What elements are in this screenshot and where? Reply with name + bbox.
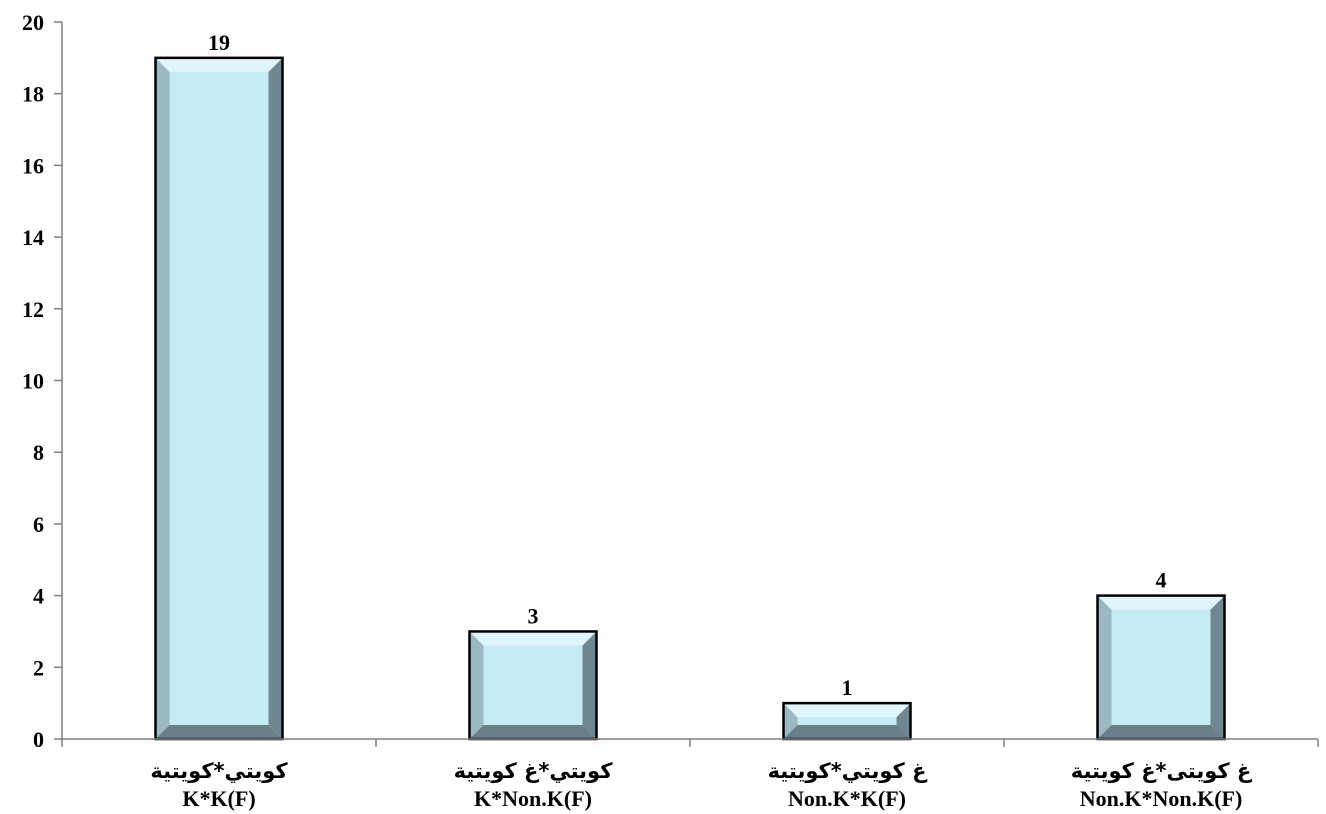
- y-tick-label: 0: [33, 727, 44, 752]
- bar-bevel-top: [155, 57, 283, 72]
- x-category-label-arabic: غ كويتي*كويتية: [768, 759, 929, 783]
- y-tick-label: 4: [33, 584, 44, 609]
- bar: [782, 701, 912, 741]
- y-tick-label: 14: [22, 225, 44, 250]
- y-tick-label: 6: [33, 512, 44, 537]
- bar-bevel-right: [1210, 595, 1225, 739]
- x-category-label-arabic: كويتي*كويتية: [150, 759, 288, 783]
- x-category-label-english: Non.K*K(F): [788, 786, 906, 811]
- bar-face: [1097, 595, 1225, 739]
- bar-bevel-right: [896, 703, 911, 739]
- bar-bevel-left: [469, 631, 484, 739]
- bar-bevel-top: [783, 703, 911, 718]
- bar-value-label: 4: [1156, 568, 1167, 593]
- y-tick-label: 12: [22, 297, 44, 322]
- y-tick-label: 2: [33, 655, 44, 680]
- bar-bevel-left: [783, 703, 798, 739]
- bar-bevel-left: [155, 57, 170, 740]
- bar-face: [155, 57, 283, 740]
- bar-bevel-right: [582, 631, 597, 739]
- bar-bevel-bottom: [469, 725, 597, 739]
- x-axis: كويتي*كويتية K*K(F) كويتي*غ كويتية K*Non.K(…: [61, 738, 1319, 811]
- bar: [1096, 594, 1226, 741]
- bar-value-label: 1: [842, 675, 853, 700]
- x-category-label-arabic: كويتي*غ كويتية: [454, 759, 614, 783]
- bars: 19 3 1 4: [154, 30, 1226, 741]
- x-category-label-english: K*Non.K(F): [474, 786, 592, 811]
- y-tick-label: 18: [22, 82, 44, 107]
- bar-value-label: 3: [528, 603, 539, 628]
- x-category-label-english: K*K(F): [182, 786, 255, 811]
- bar: [468, 630, 598, 741]
- bar-bevel-bottom: [1097, 725, 1225, 739]
- bar-value-label: 19: [208, 30, 230, 55]
- y-axis: 0 2 4 6 8 10 12 14 16 18 20: [22, 10, 63, 752]
- bar-face: [469, 631, 597, 739]
- y-tick-label: 20: [22, 10, 44, 35]
- bar-bevel-left: [1097, 595, 1112, 739]
- bar-bevel-bottom: [155, 725, 283, 739]
- y-tick-label: 10: [22, 369, 44, 394]
- bar-bevel-right: [268, 57, 283, 740]
- x-category-label-english: Non.K*Non.K(F): [1080, 786, 1243, 811]
- bar-bevel-top: [1097, 595, 1225, 610]
- bar-bevel-bottom: [783, 725, 911, 739]
- y-tick-label: 16: [22, 153, 44, 178]
- bar-bevel-top: [469, 631, 597, 646]
- y-tick-label: 8: [33, 440, 44, 465]
- x-category-label-arabic: غ كويتى*غ كويتية: [1071, 759, 1253, 783]
- bar: [154, 56, 284, 741]
